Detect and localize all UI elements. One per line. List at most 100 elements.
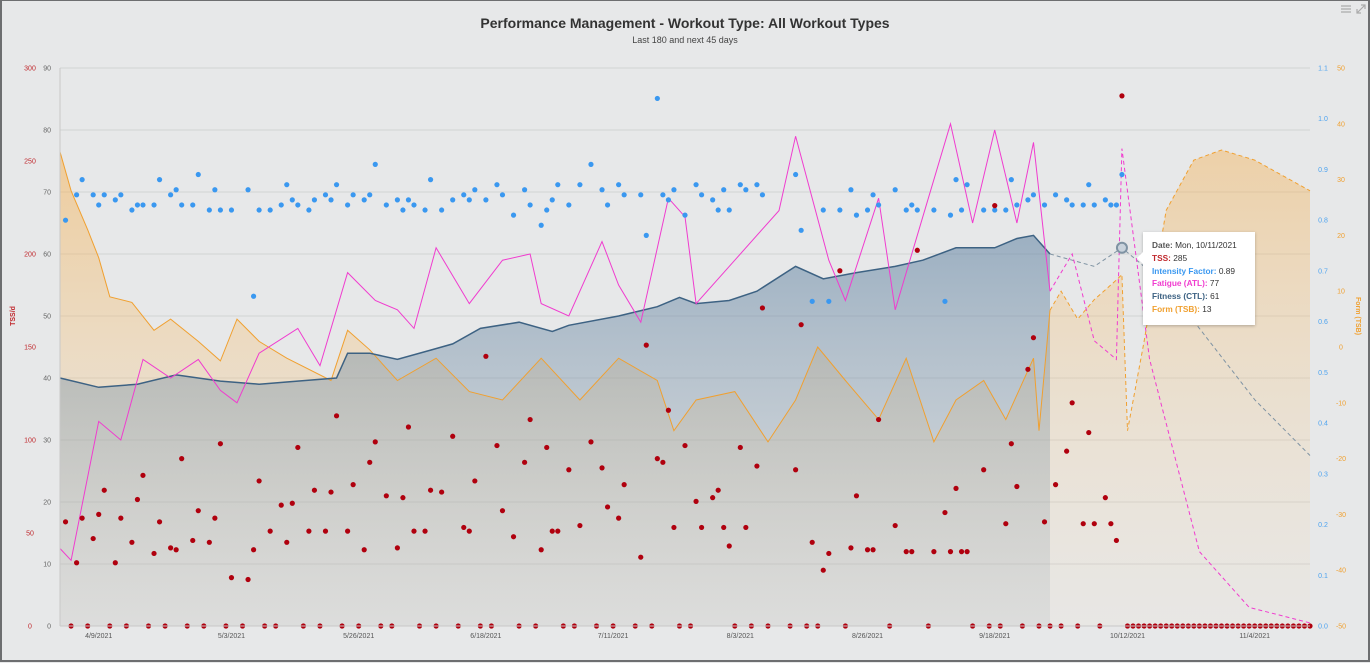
expand-icon[interactable] [1356,4,1366,14]
tss-point [212,515,218,521]
tss-point [947,549,954,555]
tsb-axis-tick-label: 40 [1337,121,1345,128]
if-axis-tick-label: 0.3 [1318,471,1328,478]
tsb-axis-tick-label: 0 [1339,345,1343,352]
tss-point [322,528,329,534]
tss-point [73,560,80,566]
tsb-axis-title: Form (TSB) [1354,297,1361,335]
if-point [250,293,257,299]
if-point [599,187,605,193]
tss-point [1064,448,1070,454]
ctl-line-actual [59,234,1051,389]
if-point [284,182,290,188]
tsb-axis-tick-label: -20 [1336,456,1346,463]
tss-point [134,496,141,503]
if-point [311,197,318,203]
if-point [958,207,965,213]
load-axis-tick-label: 40 [43,376,51,383]
if-point [1113,202,1120,208]
tss-point [820,567,826,573]
x-axis-tick-label: 8/3/2021 [727,633,754,640]
tss-point [544,444,550,451]
if-point [295,202,301,208]
if-point [1041,202,1048,208]
tss-point [953,485,959,491]
tss-point [1025,366,1031,372]
tss-point [693,498,699,504]
if-point [793,171,799,178]
tss-point [903,549,909,555]
tsb-line-projected [1049,149,1311,431]
if-point [361,197,367,203]
chart-subtitle: Last 180 and next 45 days [632,35,738,45]
if-point [345,202,351,208]
tss-point [400,495,406,501]
tss-point [195,508,201,514]
if-axis-tick-label: 1.0 [1318,116,1328,123]
if-point [173,187,179,193]
tss-point [577,522,583,529]
if-point [466,197,472,203]
tss-point [942,509,948,516]
x-axis-tick-label: 7/11/2021 [598,633,629,640]
x-axis-tick-label: 5/26/2021 [343,633,374,640]
if-point [306,207,312,213]
if-point [228,207,235,213]
tss-point [450,433,456,439]
tooltip-tss-label: TSS: [1152,252,1171,263]
tss-point [710,495,716,501]
if-point [383,202,389,208]
axes: 05010015020025030001020304050607080900.0… [10,66,1361,641]
tss-point [278,502,284,508]
tss-point [643,342,649,348]
if-point [195,171,201,178]
if-point [698,192,705,198]
if-point [643,232,649,238]
if-point [450,197,456,203]
tss-point [168,545,174,551]
if-point [820,207,826,213]
if-point [798,227,804,233]
if-point [350,192,356,198]
tsb-axis-tick-label: -30 [1336,512,1346,519]
tss-point [1008,441,1014,447]
tss-point [245,576,251,583]
if-point [1108,202,1114,208]
if-point [73,192,80,198]
if-point [405,197,412,203]
tss-point [931,549,937,555]
tss-point [499,508,506,514]
tooltip: Date: Mon, 10/11/2021 TSS: 285 Intensity… [1137,232,1255,325]
hamburger-menu-icon[interactable] [1341,4,1351,14]
if-point [472,187,478,193]
if-point [328,197,334,203]
tss-point [892,522,898,529]
if-point [1052,192,1059,198]
if-point [112,197,118,203]
if-point [422,207,428,213]
if-point [715,207,721,213]
tss-point [798,322,804,328]
tss-point [522,459,528,465]
tss-point [909,549,915,555]
tss-point [118,515,124,521]
tooltip-date: Date: Mon, 10/11/2021 [1152,239,1255,252]
if-axis-tick-label: 0.8 [1318,218,1328,225]
if-point [914,207,920,213]
if-point [710,197,716,203]
if-point [671,187,677,193]
tss-axis-tick-label: 250 [24,159,36,166]
tss-point [372,439,378,445]
atl-line-projected [1049,148,1311,624]
tss-point [759,305,766,311]
tss-point [345,528,351,534]
if-point [267,207,273,213]
if-point [510,212,517,218]
if-point [333,182,340,188]
tss-point [101,487,107,493]
if-point [527,202,533,208]
if-axis-tick-label: 0.6 [1318,319,1328,326]
tss-point [427,487,434,493]
tss-point [698,524,705,531]
tss-point [660,459,666,465]
